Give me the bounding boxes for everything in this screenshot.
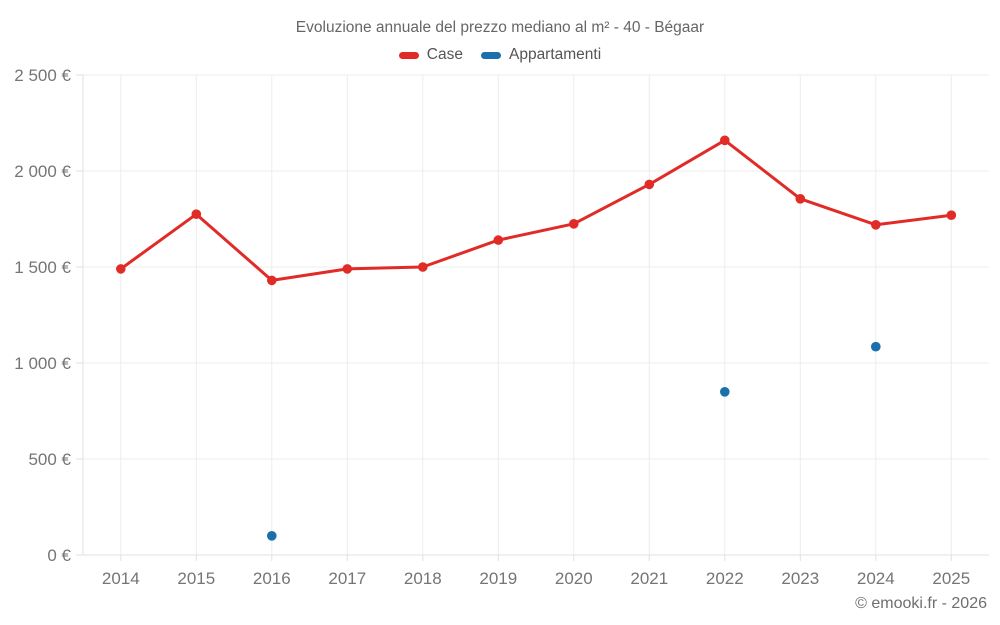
copyright-credit: © emooki.fr - 2026 <box>855 595 987 612</box>
case-point-2014[interactable] <box>116 264 126 274</box>
legend-label: Appartamenti <box>508 46 602 63</box>
case-line <box>119 138 953 282</box>
case-point-2020[interactable] <box>569 219 579 229</box>
x-axis-label: 2016 <box>253 569 291 588</box>
case-point-2022[interactable] <box>720 135 730 146</box>
chart-legend: Case Appartamenti <box>0 46 1000 64</box>
legend-item-case[interactable]: Case <box>398 46 463 64</box>
case-point-2016[interactable] <box>267 275 277 286</box>
legend-label: Case <box>426 46 463 63</box>
x-axis-label: 2024 <box>857 569 895 588</box>
x-axis-label: 2017 <box>328 569 366 588</box>
case-point-2015[interactable] <box>191 209 202 219</box>
y-axis-label: 1 500 € <box>14 258 71 277</box>
case-point-2018[interactable] <box>418 262 428 272</box>
y-axis-label: 500 € <box>28 450 71 469</box>
y-axis-label: 2 000 € <box>14 162 71 181</box>
case-point-2023[interactable] <box>795 194 806 204</box>
appartamenti-point-2016[interactable] <box>267 531 277 541</box>
x-axis-label: 2018 <box>404 569 442 588</box>
appartamenti-point-2024[interactable] <box>871 341 881 352</box>
case-point-2021[interactable] <box>644 179 655 190</box>
x-axis-label: 2019 <box>479 569 517 588</box>
legend-swatch-case <box>398 51 419 59</box>
x-axis-label: 2022 <box>706 569 744 588</box>
x-axis-label: 2014 <box>102 569 140 588</box>
chart-title: Evoluzione annuale del prezzo mediano al… <box>295 19 705 36</box>
x-axis-label: 2021 <box>630 569 668 588</box>
x-axis-label: 2023 <box>781 569 819 588</box>
case-point-2019[interactable] <box>493 235 504 245</box>
case-point-2024[interactable] <box>871 220 881 230</box>
legend-swatch-appartamenti <box>480 51 501 59</box>
y-axis-label: 2 500 € <box>14 66 71 85</box>
case-point-2025[interactable] <box>946 210 957 220</box>
x-axis-label: 2015 <box>177 569 215 588</box>
y-axis-label: 0 € <box>47 546 71 565</box>
y-axis-label: 1 000 € <box>14 354 71 373</box>
x-axis-label: 2025 <box>932 569 970 588</box>
x-axis-label: 2020 <box>555 569 593 588</box>
appartamenti-point-2022[interactable] <box>720 387 730 397</box>
legend-item-appartamenti[interactable]: Appartamenti <box>480 46 602 64</box>
case-point-2017[interactable] <box>342 264 353 274</box>
